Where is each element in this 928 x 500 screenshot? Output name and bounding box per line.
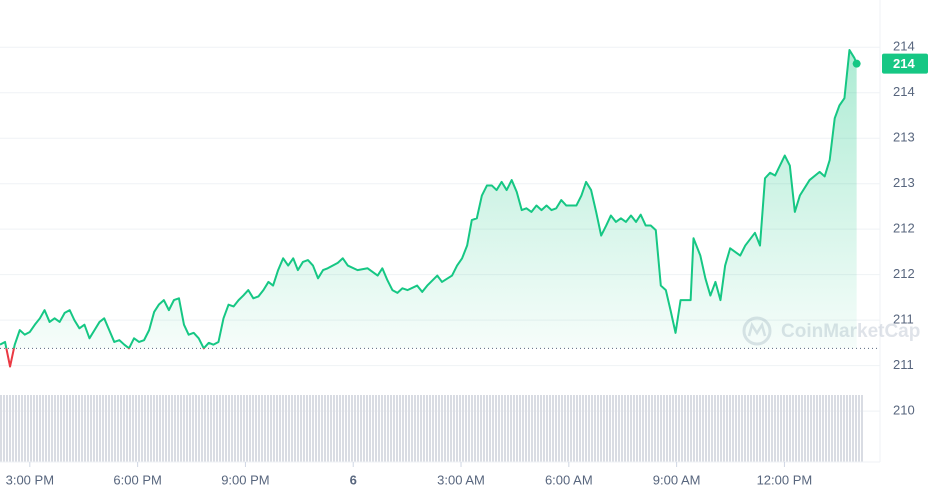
current-dot bbox=[852, 59, 861, 68]
x-tick-label: 6 bbox=[350, 472, 357, 487]
y-tick-label: 212 bbox=[893, 266, 915, 281]
x-tick-label: 6:00 AM bbox=[545, 472, 593, 487]
y-tick-label: 210 bbox=[893, 403, 915, 418]
current-price-label: 214 bbox=[893, 56, 915, 71]
y-tick-label: 213 bbox=[893, 130, 915, 145]
y-tick-label: 211 bbox=[893, 312, 914, 327]
x-tick-label: 6:00 PM bbox=[113, 472, 161, 487]
grid bbox=[0, 46, 880, 412]
y-tick-label: 212 bbox=[893, 221, 915, 236]
x-tick-label: 9:00 PM bbox=[221, 472, 269, 487]
x-tick-label: 3:00 PM bbox=[6, 472, 54, 487]
x-tick-label: 12:00 PM bbox=[757, 472, 813, 487]
x-tick-label: 3:00 AM bbox=[437, 472, 485, 487]
y-tick-label: 214 bbox=[893, 39, 915, 54]
x-tick-label: 9:00 AM bbox=[653, 472, 701, 487]
y-tick-label: 211 bbox=[893, 357, 914, 372]
current-price-badge bbox=[882, 53, 928, 74]
y-tick-label: 213 bbox=[893, 175, 915, 190]
volume-bars bbox=[0, 395, 864, 462]
price-line-up bbox=[0, 49, 858, 349]
y-tick-label: 214 bbox=[893, 84, 915, 99]
price-area bbox=[0, 50, 857, 349]
